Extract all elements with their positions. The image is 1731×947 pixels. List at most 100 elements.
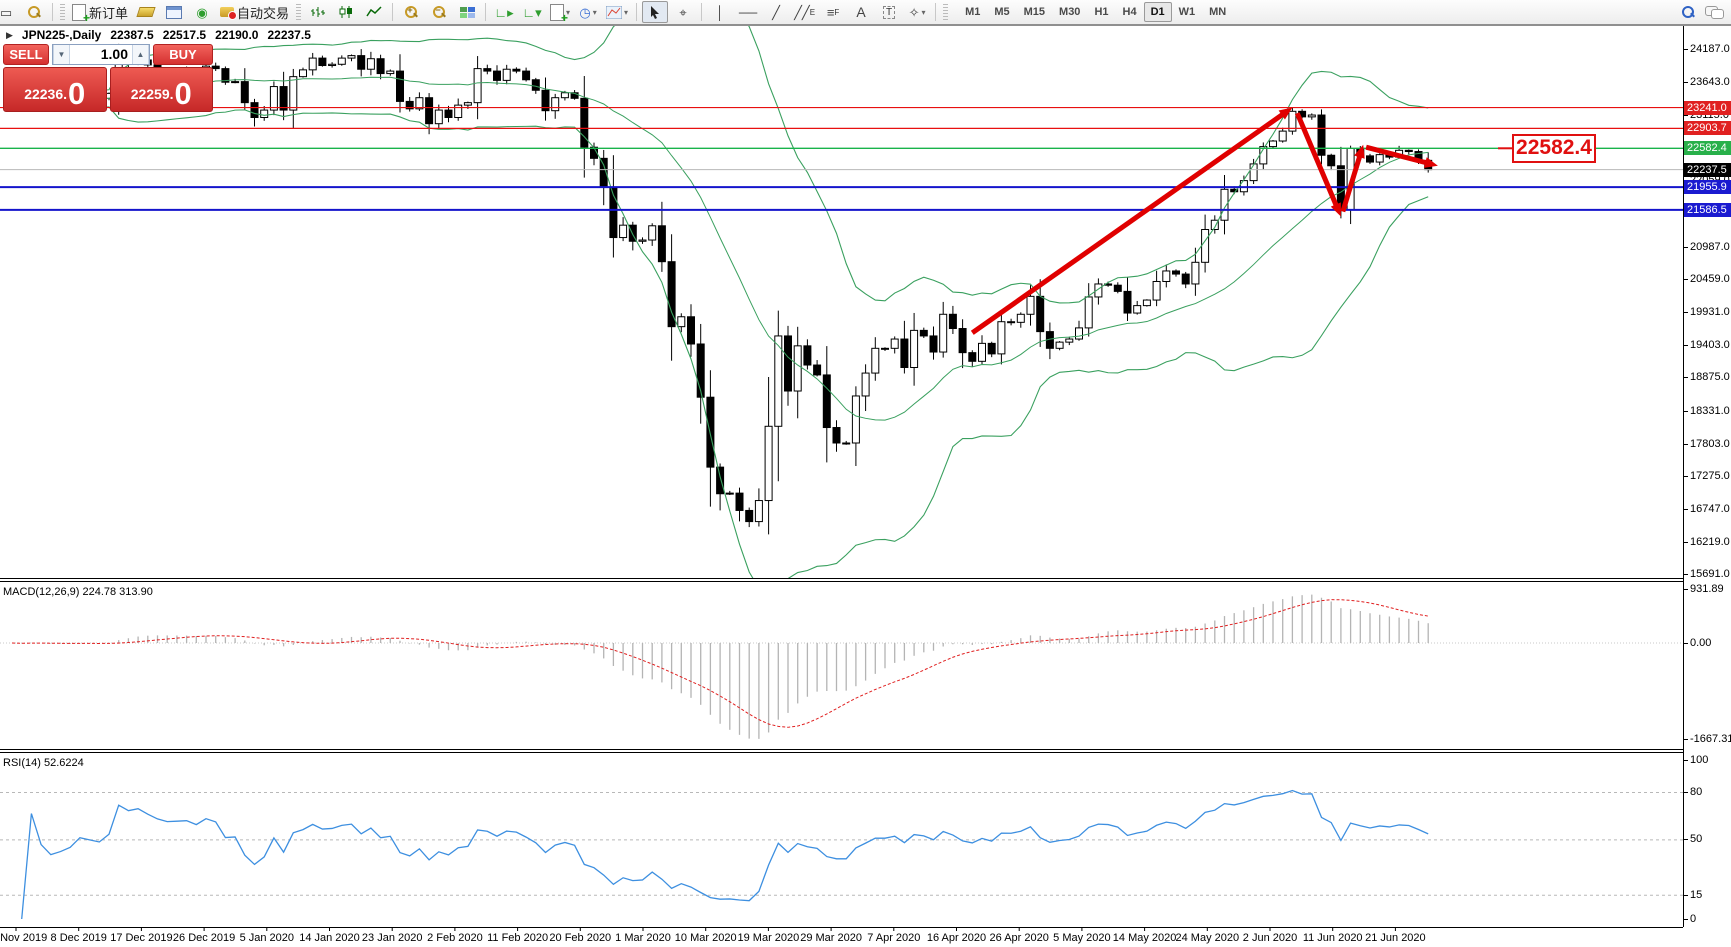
timeframe-button-m5[interactable]: M5 [994,6,1010,18]
trend-arrow-1[interactable] [970,110,1287,335]
timeframe-button-h1[interactable]: H1 [1094,6,1109,18]
bar-chart-mode-button[interactable] [305,1,331,23]
fibonacci-icon: ≡ [826,4,835,20]
autotrading-icon [220,7,238,20]
zoom-out-icon: − [432,5,446,19]
search-icon[interactable] [1681,5,1695,19]
new-order-button[interactable]: 新订单 [69,1,131,25]
macd-signal-line [11,599,1429,728]
broadcast-button[interactable]: ◉ [189,1,215,23]
tile-windows-button[interactable] [454,1,480,23]
text-label-button[interactable]: T [876,1,902,23]
volume-increase-button[interactable]: ▲ [132,45,149,64]
fibonacci-button[interactable]: ≡ F [826,4,840,20]
chart-shift-icon: ∟▾ [522,4,542,20]
timeframe-button-m1[interactable]: M1 [965,6,981,18]
timeframe-button-w1[interactable]: W1 [1178,6,1196,18]
equidistant-channel-button[interactable]: ╱╱ E [794,4,816,20]
timeframe-button-mn[interactable]: MN [1209,6,1227,18]
bollinger-lower-line [21,106,1429,578]
terminal-window-icon [166,5,183,19]
line-chart-mode-button[interactable] [361,1,387,23]
buy-price-main: 22259 [130,86,170,102]
trend-arrow-4[interactable] [1365,144,1430,166]
clock-icon: ◷ [579,4,591,20]
buy-button[interactable]: BUY [153,44,213,65]
zoom-out-button[interactable]: − [426,1,452,23]
sell-price-main: 22236 [24,86,64,102]
autotrading-button[interactable]: 自动交易 [217,1,292,23]
bollinger-middle-line [21,76,1429,421]
new-order-label: 新订单 [89,5,129,21]
trend-arrows-layer[interactable] [970,107,1438,335]
chart-window-icon[interactable]: ▭ [0,4,13,20]
template-icon [606,5,623,19]
symbol-name: JPN225-,Daily [21,28,102,42]
arrows-button[interactable]: ✧ ▾ [904,1,930,23]
buy-price-pips: 0 [174,76,192,111]
text-button[interactable]: A [848,1,874,23]
timeframe-button-m15[interactable]: M15 [1023,6,1046,18]
volume-input[interactable]: 1.00 [100,46,128,62]
rsi-layer [0,789,1683,920]
arrows-icon: ✧ [908,4,920,20]
periods-button[interactable]: ◷ ▾ [575,1,601,23]
indicators-dropdown-icon[interactable]: ▾ [566,7,571,17]
window-preview-button[interactable] [21,1,47,23]
tile-windows-icon [459,6,475,18]
symbol-collapse-icon[interactable]: ▶ [6,29,13,40]
window-zoom-icon [27,5,41,19]
rsi-indicator-label: RSI(14) 52.6224 [3,757,84,769]
crosshair-button[interactable]: ⌖ [670,1,696,23]
timeframe-button-h4[interactable]: H4 [1122,6,1137,18]
auto-scroll-button[interactable]: ∟▸ [491,1,517,23]
templates-button[interactable]: ▾ [603,1,631,23]
candles-layer [8,43,1433,535]
vertical-line-icon: │ [716,4,725,20]
sell-price-sep: . [63,86,68,102]
macd-indicator-label: MACD(12,26,9) 224.78 313.90 [3,586,153,598]
crosshair-icon: ⌖ [679,4,687,20]
periods-dropdown-icon[interactable]: ▾ [592,7,597,17]
gold-ingot-button[interactable] [133,1,159,23]
chart-shift-button[interactable]: ∟▾ [519,1,545,23]
timeframe-button-m30[interactable]: M30 [1059,6,1081,18]
broadcast-icon: ◉ [196,4,208,20]
vertical-line-button[interactable]: │ [707,1,733,23]
symbol-ohlc-title: ▶ JPN225-,Daily 22387.5 22517.5 22190.0 … [6,28,311,42]
cursor-button[interactable] [642,1,669,23]
price-callout-label[interactable]: 22582.4 [1512,134,1596,163]
chat-icon[interactable] [1705,6,1724,19]
terminal-window-button[interactable] [161,1,187,23]
zoom-in-icon: + [404,5,418,19]
zoom-in-button[interactable]: + [398,1,424,23]
trendline-icon: ╱ [772,4,780,20]
bollinger-bands-layer [21,24,1429,578]
autotrading-label: 自动交易 [237,5,290,21]
sell-price-box[interactable]: 22236 . 0 [3,67,107,112]
one-click-trading-panel: SELL ▼ 1.00 ▲ BUY 22236 . 0 22259 . 0 [3,44,213,112]
horizontal-line-icon: ── [738,4,758,20]
ohlc-open: 22387.5 [110,28,154,42]
trend-arrow-3[interactable] [1340,152,1363,213]
templates-dropdown-icon[interactable]: ▾ [624,7,629,17]
buy-price-box[interactable]: 22259 . 0 [109,67,213,112]
candlestick-icon [339,6,353,18]
sell-button[interactable]: SELL [3,44,49,65]
ohlc-close: 22237.5 [267,28,311,42]
indicators-button[interactable]: ▾ [547,1,573,25]
volume-decrease-button[interactable]: ▼ [53,45,70,64]
trend-arrow-2[interactable] [1294,112,1340,210]
timeframe-button-d1[interactable]: D1 [1143,2,1172,22]
horizontal-lines-layer[interactable] [0,106,1683,211]
trendline-button[interactable]: ╱ [763,1,789,23]
ohlc-high: 22517.5 [162,28,207,42]
line-chart-icon [366,6,382,17]
arrows-dropdown-icon[interactable]: ▾ [921,7,926,17]
cursor-icon [651,6,660,19]
volume-spinner: ▼ 1.00 ▲ [52,44,150,65]
candlestick-mode-button[interactable] [333,1,359,23]
ohlc-low: 22190.0 [215,28,259,42]
horizontal-line-button[interactable]: ── [735,1,761,23]
